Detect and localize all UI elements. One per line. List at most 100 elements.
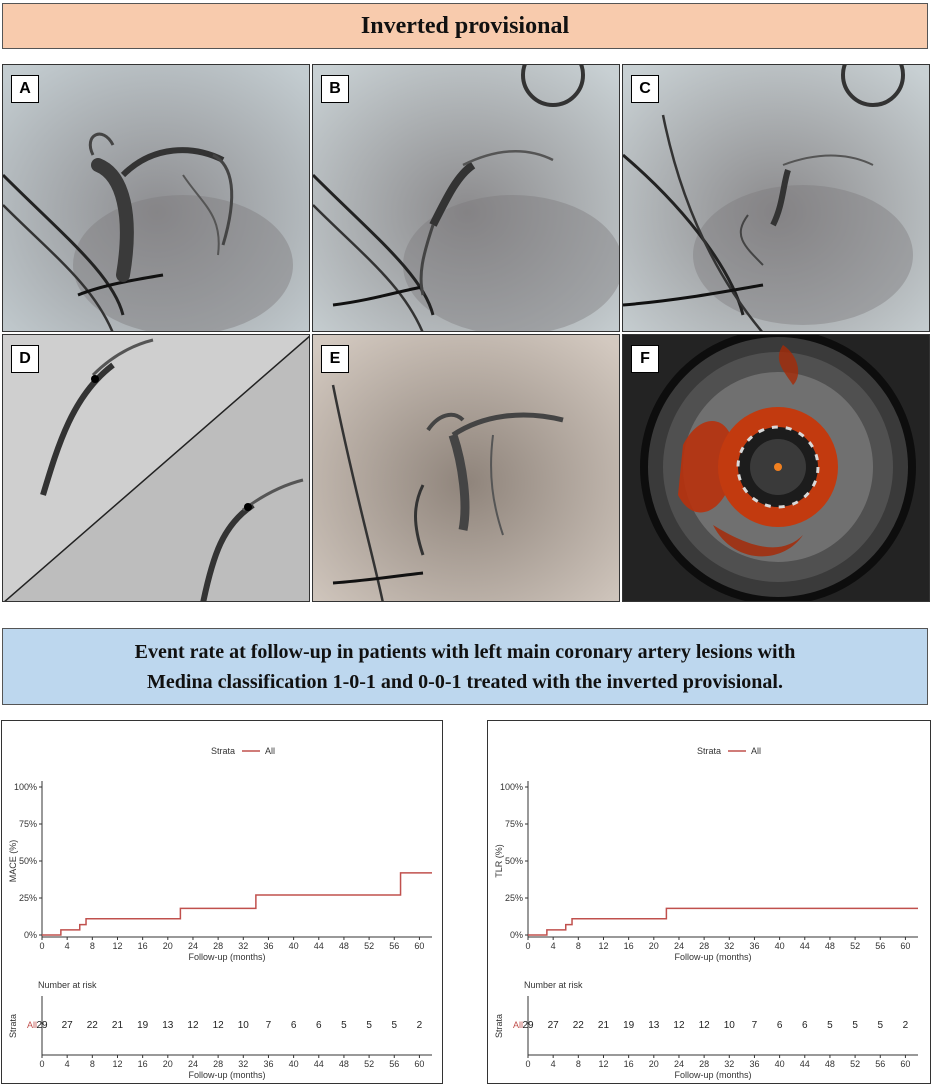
risk-count: 5 bbox=[391, 1020, 397, 1031]
risk-count: 12 bbox=[213, 1020, 225, 1031]
x-tick-label: 36 bbox=[263, 941, 273, 951]
risk-count: 19 bbox=[137, 1020, 149, 1031]
risk-count: 7 bbox=[266, 1020, 272, 1031]
risk-count: 10 bbox=[238, 1020, 250, 1031]
risk-count: 2 bbox=[417, 1020, 423, 1031]
risk-count: 13 bbox=[162, 1020, 174, 1031]
y-tick-label: 50% bbox=[19, 856, 37, 866]
risk-x-tick-label: 28 bbox=[699, 1059, 709, 1069]
tlr-chart-panel: Strata All 0% 25% 50% 75% 100% 0 4 8 12 16 20 24 28 32 3… bbox=[487, 720, 931, 1084]
x-tick-label: 56 bbox=[389, 941, 399, 951]
y-tick-label: 50% bbox=[505, 856, 523, 866]
risk-count: 5 bbox=[341, 1020, 347, 1031]
risk-count: 6 bbox=[777, 1020, 783, 1031]
risk-count: 12 bbox=[699, 1020, 711, 1031]
risk-x-tick-label: 56 bbox=[389, 1059, 399, 1069]
angiogram-panel-a: A bbox=[2, 64, 310, 332]
risk-count: 6 bbox=[291, 1020, 297, 1031]
risk-x-tick-label: 20 bbox=[163, 1059, 173, 1069]
panel-label-b: B bbox=[321, 75, 349, 103]
x-tick-label: 12 bbox=[112, 941, 122, 951]
legend-entry: All bbox=[265, 746, 275, 756]
series-all-step-line bbox=[42, 872, 432, 936]
x-tick-label: 20 bbox=[649, 941, 659, 951]
x-tick-label: 16 bbox=[624, 941, 634, 951]
risk-x-tick-label: 24 bbox=[674, 1059, 684, 1069]
angiogram-image-a bbox=[3, 65, 309, 331]
risk-count: 5 bbox=[877, 1020, 883, 1031]
risk-x-tick-label: 60 bbox=[900, 1059, 910, 1069]
risk-x-tick-label: 8 bbox=[90, 1059, 95, 1069]
risk-x-tick-label: 36 bbox=[749, 1059, 759, 1069]
x-tick-label: 8 bbox=[576, 941, 581, 951]
angiogram-image-c bbox=[623, 65, 929, 331]
x-tick-label: 4 bbox=[551, 941, 556, 951]
risk-x-tick-label: 60 bbox=[414, 1059, 424, 1069]
angiogram-panel-c: C bbox=[622, 64, 930, 332]
risk-x-tick-label: 8 bbox=[576, 1059, 581, 1069]
imaging-panel-d: D bbox=[2, 334, 310, 602]
risk-x-tick-label: 20 bbox=[649, 1059, 659, 1069]
x-tick-label: 4 bbox=[65, 941, 70, 951]
x-tick-label: 24 bbox=[188, 941, 198, 951]
y-axis-label: MACE (%) bbox=[8, 840, 18, 883]
risk-count: 13 bbox=[648, 1020, 660, 1031]
page-title: Inverted provisional bbox=[360, 12, 570, 39]
risk-table-x-label: Follow-up (months) bbox=[674, 1070, 751, 1080]
y-tick-label: 0% bbox=[510, 930, 523, 940]
risk-x-tick-label: 52 bbox=[850, 1059, 860, 1069]
risk-count: 29 bbox=[522, 1020, 534, 1031]
risk-count: 12 bbox=[187, 1020, 199, 1031]
angiogram-image-b bbox=[313, 65, 619, 331]
x-axis-label: Follow-up (months) bbox=[674, 952, 751, 962]
risk-count: 10 bbox=[724, 1020, 736, 1031]
risk-x-tick-label: 12 bbox=[598, 1059, 608, 1069]
x-tick-label: 0 bbox=[525, 941, 530, 951]
risk-count: 29 bbox=[36, 1020, 48, 1031]
x-tick-label: 52 bbox=[364, 941, 374, 951]
panel-label-f: F bbox=[631, 345, 659, 373]
risk-x-tick-label: 44 bbox=[800, 1059, 810, 1069]
legend-title: Strata bbox=[211, 746, 235, 756]
x-tick-label: 24 bbox=[674, 941, 684, 951]
subtitle-line-2: Medina classification 1-0-1 and 0-0-1 tr… bbox=[147, 670, 783, 693]
x-tick-label: 60 bbox=[900, 941, 910, 951]
ivus-panel-f: F bbox=[622, 334, 930, 602]
panel-label-d: D bbox=[11, 345, 39, 373]
ivus-image-f bbox=[623, 335, 929, 601]
y-tick-label: 75% bbox=[19, 819, 37, 829]
risk-table-row-label: All bbox=[513, 1020, 523, 1030]
risk-x-tick-label: 24 bbox=[188, 1059, 198, 1069]
x-tick-label: 32 bbox=[238, 941, 248, 951]
risk-x-tick-label: 32 bbox=[238, 1059, 248, 1069]
x-tick-label: 44 bbox=[314, 941, 324, 951]
risk-count: 5 bbox=[827, 1020, 833, 1031]
risk-x-tick-label: 48 bbox=[339, 1059, 349, 1069]
angiogram-image-e bbox=[313, 335, 619, 601]
risk-x-tick-label: 52 bbox=[364, 1059, 374, 1069]
series-all-step-line bbox=[528, 907, 918, 936]
risk-table-title: Number at risk bbox=[524, 980, 583, 990]
x-tick-label: 40 bbox=[775, 941, 785, 951]
panel-label-c: C bbox=[631, 75, 659, 103]
risk-x-tick-label: 36 bbox=[263, 1059, 273, 1069]
risk-x-tick-label: 0 bbox=[39, 1059, 44, 1069]
risk-count: 27 bbox=[62, 1020, 74, 1031]
risk-table-x-label: Follow-up (months) bbox=[188, 1070, 265, 1080]
risk-x-tick-label: 32 bbox=[724, 1059, 734, 1069]
y-tick-label: 75% bbox=[505, 819, 523, 829]
y-tick-label: 25% bbox=[505, 893, 523, 903]
x-tick-label: 12 bbox=[598, 941, 608, 951]
risk-count: 21 bbox=[598, 1020, 610, 1031]
y-tick-label: 100% bbox=[500, 782, 523, 792]
x-tick-label: 0 bbox=[39, 941, 44, 951]
header-banner: Inverted provisional bbox=[2, 3, 928, 49]
risk-x-tick-label: 40 bbox=[775, 1059, 785, 1069]
risk-count: 21 bbox=[112, 1020, 124, 1031]
angiogram-panel-e: E bbox=[312, 334, 620, 602]
risk-table-title: Number at risk bbox=[38, 980, 97, 990]
risk-count: 7 bbox=[752, 1020, 758, 1031]
x-tick-label: 48 bbox=[825, 941, 835, 951]
